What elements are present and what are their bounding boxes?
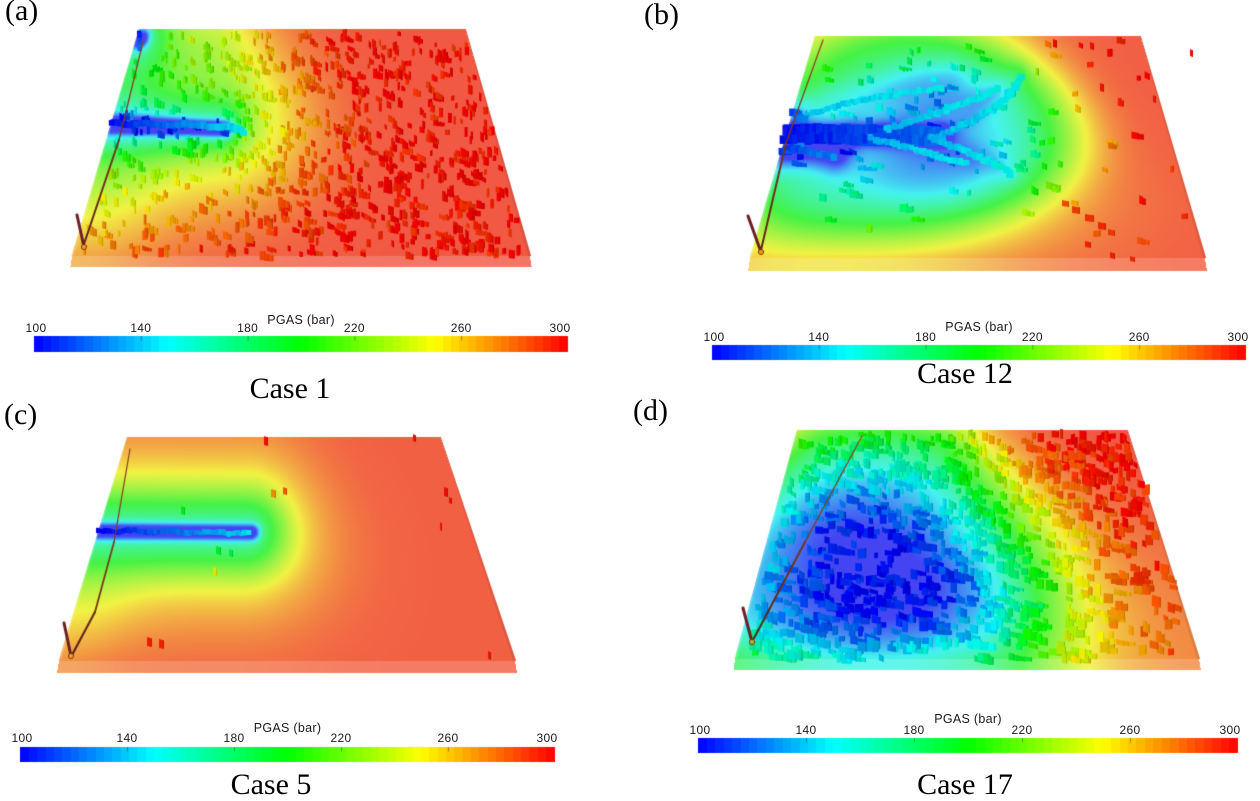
colorbar-tick-label: 100 (25, 321, 47, 335)
colorbar-tick-label: 180 (903, 723, 925, 737)
colorbar-tick-label: 140 (795, 723, 817, 737)
colorbar-tick-label: 260 (437, 731, 459, 745)
colorbar-title-c: PGAS (bar) (253, 721, 322, 735)
colorbar-ticks-d: 100 140 180 220 260 300 (690, 723, 1241, 737)
colorbar-tick-label: 300 (1219, 723, 1241, 737)
colorbar-tick-label: 220 (343, 321, 365, 335)
surface-plot-a (72, 29, 530, 267)
panel-b-caption: Case 12 (917, 357, 1013, 390)
colorbar-title-b: PGAS (bar) (945, 320, 1013, 334)
colorbar-tick-label: 220 (1021, 330, 1043, 344)
colorbar-tick-label: 300 (536, 731, 558, 745)
surface-plot-c (59, 437, 515, 673)
colorbar-ticks-a: 100 140 180 220 260 300 (26, 321, 571, 335)
colorbar-tick-label: 220 (1011, 723, 1033, 737)
colorbar-c (20, 747, 555, 762)
colorbar-tick-label: 300 (1227, 330, 1249, 344)
panel-a-label: (a) (5, 0, 39, 27)
colorbar-b (712, 345, 1246, 360)
colorbar-tick-label: 260 (450, 321, 472, 335)
colorbar-tick-label: 180 (237, 321, 259, 335)
colorbar-tick-label: 300 (549, 321, 571, 335)
colorbar-tick-label: 140 (116, 731, 138, 745)
panel-a-caption: Case 1 (249, 372, 331, 405)
colorbar-ticks-c: 100 140 180 220 260 300 (12, 731, 558, 745)
colorbar-title-a: PGAS (bar) (267, 313, 335, 327)
colorbar-tick-label: 180 (223, 731, 245, 745)
panel-c-caption: Case 5 (230, 768, 312, 801)
surface-plot-d (735, 430, 1199, 670)
colorbar-tick-label: 260 (1119, 723, 1141, 737)
colorbar-tick-label: 100 (11, 731, 33, 745)
colorbar-tick-label: 100 (689, 723, 711, 737)
panel-d-caption: Case 17 (917, 768, 1013, 801)
colorbar-ticks-b: 100 140 180 220 260 300 (704, 330, 1249, 344)
colorbar-tick-label: 140 (130, 321, 152, 335)
panel-d-label: (d) (633, 394, 668, 427)
colorbar-title-d: PGAS (bar) (934, 712, 1002, 726)
panel-b-label: (b) (644, 0, 679, 31)
colorbar-d (698, 738, 1238, 753)
colorbar-tick-label: 180 (915, 330, 937, 344)
surface-plot-b (750, 36, 1205, 271)
colorbar-tick-label: 140 (808, 330, 830, 344)
colorbar-a (34, 336, 568, 352)
panel-c-label: (c) (4, 398, 38, 431)
colorbar-tick-label: 100 (703, 330, 725, 344)
colorbar-tick-label: 260 (1128, 330, 1150, 344)
colorbar-tick-label: 220 (330, 731, 352, 745)
